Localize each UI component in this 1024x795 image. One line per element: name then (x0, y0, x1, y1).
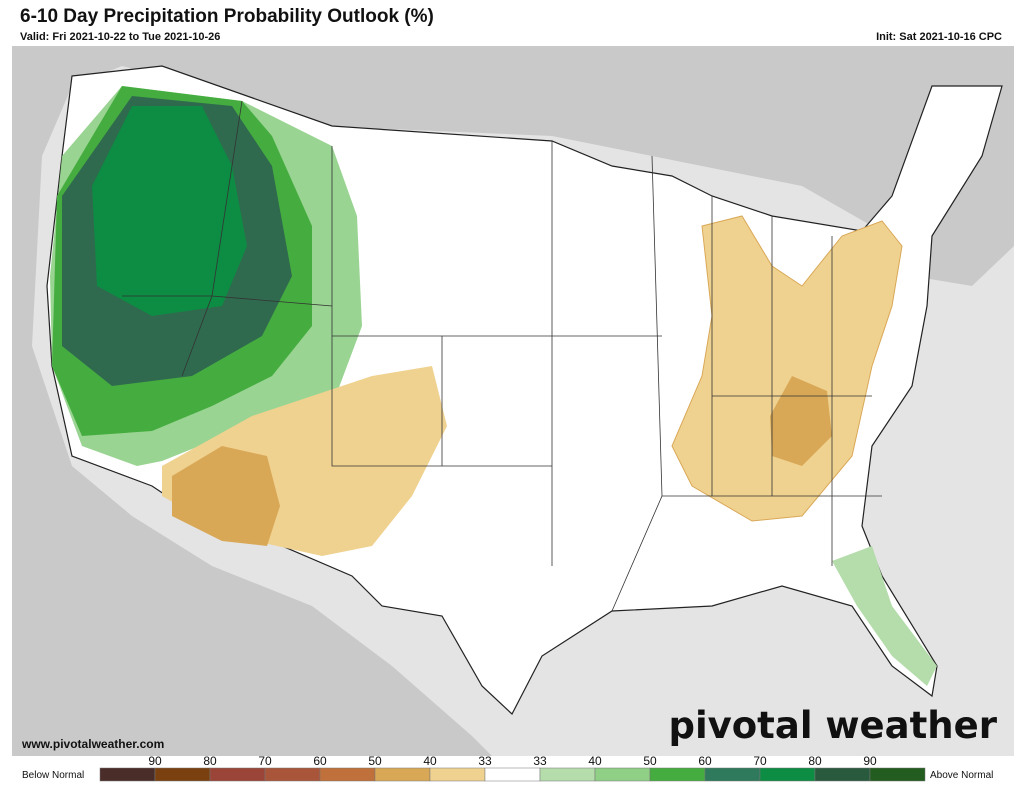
state-lines (122, 100, 882, 612)
legend-label: 60 (698, 756, 712, 768)
legend-label: 33 (478, 756, 492, 768)
legend-swatch (209, 767, 266, 782)
legend-label: 60 (313, 756, 327, 768)
brand: pivotal weather (668, 704, 997, 747)
legend-swatch (759, 767, 816, 782)
legend-label: 90 (863, 756, 877, 768)
init-time: Init: Sat 2021-10-16 CPC (876, 31, 1002, 43)
legend-swatch (264, 767, 321, 782)
legend-label: 40 (423, 756, 437, 768)
legend-label: 80 (808, 756, 822, 768)
legend: Below Normal Above Normal 90 80 70 60 50 40 33… (22, 756, 993, 782)
legend-below: Below Normal (22, 770, 84, 781)
legend-swatch (704, 767, 761, 782)
dry-east-50 (770, 376, 832, 466)
legend-swatch (319, 767, 376, 782)
legend-swatch (539, 767, 596, 782)
legend-swatch (649, 767, 706, 782)
legend-label: 70 (753, 756, 767, 768)
legend-swatch (374, 767, 431, 782)
valid-range: Valid: Fri 2021-10-22 to Tue 2021-10-26 (20, 31, 221, 43)
legend-label: 90 (148, 756, 162, 768)
dry-east (671, 215, 903, 522)
legend-swatch (484, 767, 541, 782)
legend-swatch (154, 767, 211, 782)
legend-swatch (594, 767, 651, 782)
legend-swatch (814, 767, 871, 782)
legend-swatch (99, 767, 156, 782)
map: pivotal weather www.pivotalweather.com (12, 46, 1014, 756)
website: www.pivotalweather.com (21, 737, 164, 751)
legend-label: 50 (368, 756, 382, 768)
legend-label: 40 (588, 756, 602, 768)
dry-50 (172, 446, 280, 546)
title: 6-10 Day Precipitation Probability Outlo… (20, 6, 434, 27)
legend-swatch (869, 767, 926, 782)
legend-swatch (429, 767, 486, 782)
legend-label: 50 (643, 756, 657, 768)
land-outside (12, 46, 1014, 756)
legend-label: 70 (258, 756, 272, 768)
wet-florida (832, 546, 937, 686)
legend-label: 33 (533, 756, 547, 768)
wet-80 (92, 106, 247, 316)
legend-label: 80 (203, 756, 217, 768)
legend-above: Above Normal (930, 770, 993, 781)
